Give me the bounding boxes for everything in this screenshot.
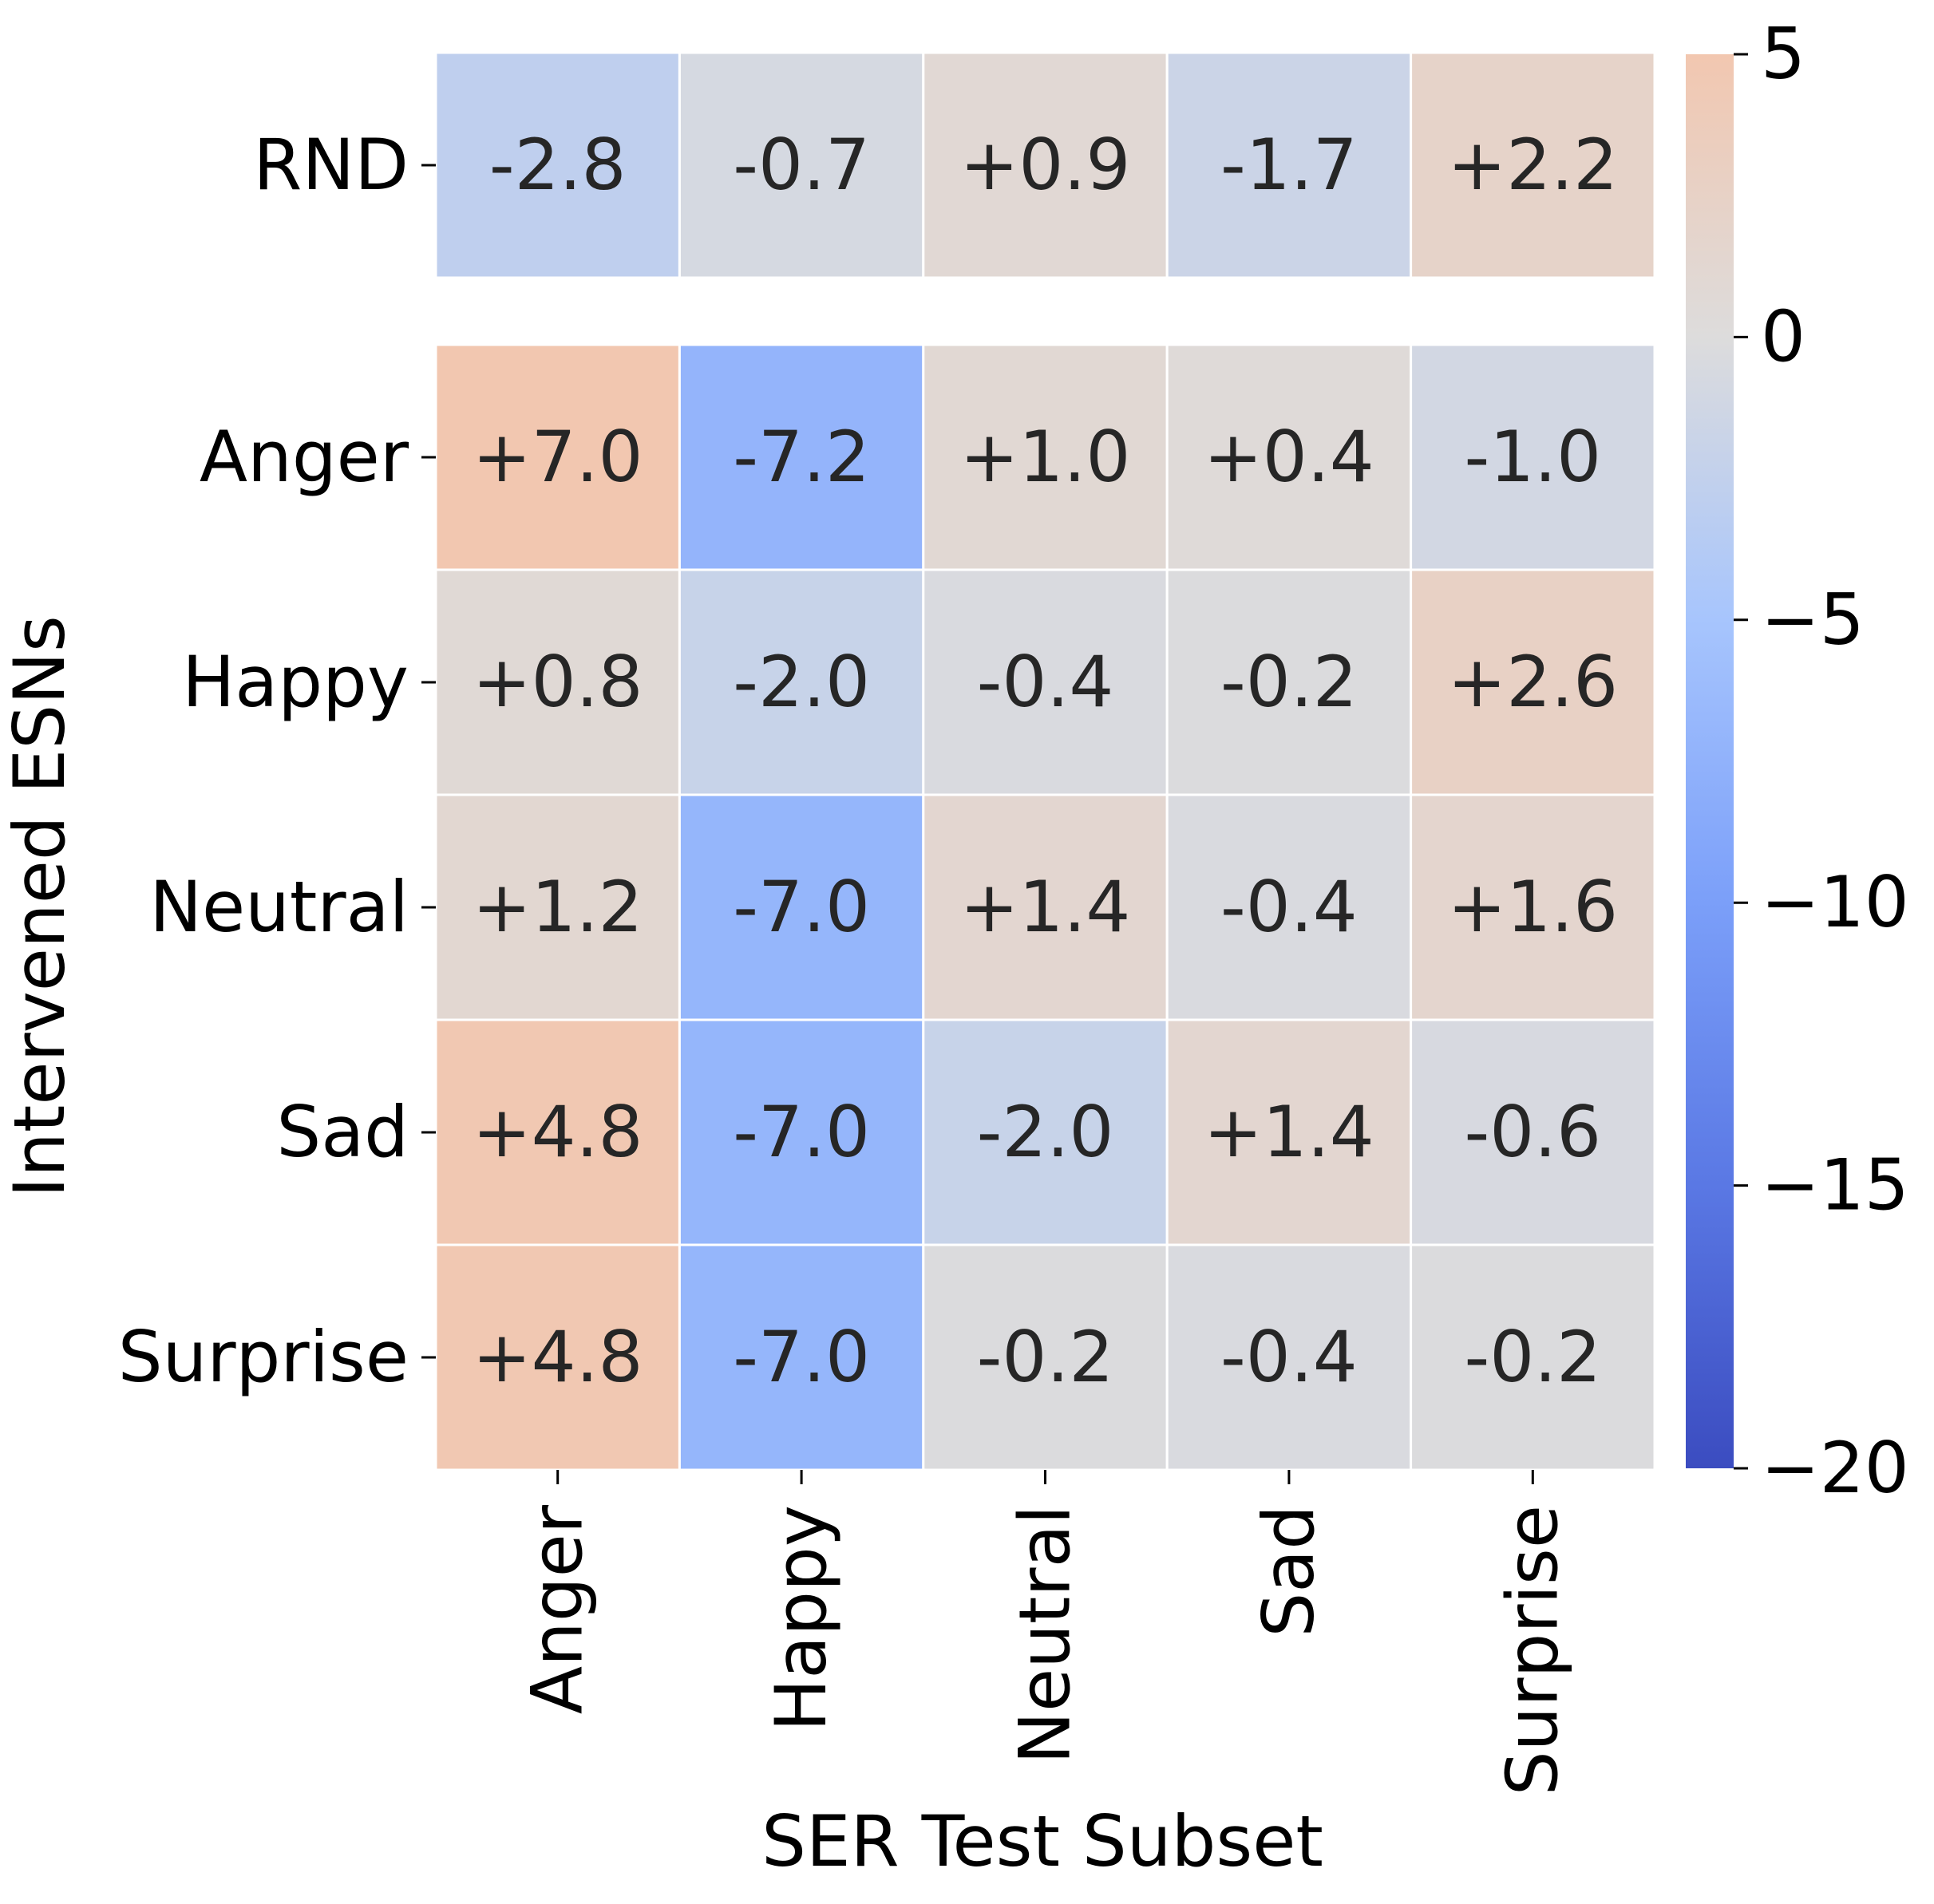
- heatmap-cell: [1410, 1018, 1656, 1246]
- heatmap-cell: [678, 1018, 925, 1246]
- heatmap-cell: [1410, 568, 1656, 796]
- heatmap-cell-label: -0.4: [1220, 866, 1358, 948]
- heatmap-cell-label: -1.7: [1220, 124, 1358, 206]
- heatmap-cell-label: +0.4: [1204, 416, 1374, 498]
- heatmap-cell-label: -7.0: [733, 866, 870, 948]
- colorbar-tick-label: −15: [1761, 1144, 1909, 1227]
- colorbar-tick-label: 0: [1761, 295, 1805, 377]
- colorbar-tick-label: −20: [1761, 1427, 1909, 1509]
- heatmap-cell-label: -2.0: [733, 641, 870, 723]
- heatmap-cell: [1410, 343, 1656, 571]
- x-tick-label: Neutral: [1004, 1505, 1086, 1764]
- heatmap-cell-label: -0.2: [1464, 1316, 1601, 1398]
- heatmap-cell: [1165, 51, 1413, 279]
- heatmap-cell-label: -0.2: [1220, 641, 1358, 723]
- heatmap-cell: [1165, 793, 1413, 1021]
- x-tick-label: Anger: [516, 1504, 599, 1714]
- heatmap-cell-label: -2.8: [489, 124, 627, 206]
- heatmap-cell-labels: -2.8 -0.7 +0.9 -1.7 +2.2 +7.0 -7.2 +1.0 +0.4 -1.0…: [473, 124, 1618, 1398]
- colorbar-gradient: [1686, 54, 1734, 1468]
- heatmap-cell: [434, 1018, 681, 1246]
- y-axis-title: Intervened ESNs: [0, 615, 81, 1198]
- x-tick-label: Happy: [760, 1505, 842, 1732]
- y-axis: RND Anger Happy Neutral Sad Surprise: [118, 124, 436, 1398]
- heatmap-cell-label: -7.2: [733, 416, 870, 498]
- heatmap-cell: [922, 343, 1169, 571]
- x-tick-label: Sad: [1248, 1505, 1330, 1637]
- heatmap-cell: [678, 568, 925, 796]
- heatmap-cell: [1165, 568, 1413, 796]
- y-tick-label: Surprise: [118, 1316, 409, 1398]
- heatmap-cell-label: +1.4: [1204, 1091, 1374, 1173]
- heatmap-cell: [1410, 51, 1656, 279]
- heatmap-cell-label: +1.4: [960, 866, 1131, 948]
- heatmap-cell-label: +4.8: [473, 1316, 643, 1398]
- heatmap-cell: [922, 1243, 1169, 1471]
- heatmap-cell-label: +7.0: [473, 416, 643, 498]
- heatmap-cell-label: -7.0: [733, 1091, 870, 1173]
- x-tick-label: Surprise: [1491, 1505, 1573, 1795]
- heatmap-cell-label: +0.8: [473, 641, 643, 723]
- y-tick-label: Sad: [276, 1091, 409, 1173]
- y-tick-label: RND: [253, 124, 409, 206]
- heatmap-cell: [434, 51, 681, 279]
- heatmap-cell-label: +1.0: [960, 416, 1131, 498]
- heatmap-cell: [678, 1243, 925, 1471]
- heatmap-cell: [678, 793, 925, 1021]
- x-axis: Anger Happy Neutral Sad Surprise: [516, 1470, 1573, 1795]
- y-tick-label: Neutral: [149, 866, 409, 948]
- heatmap-cell-label: -1.0: [1464, 416, 1601, 498]
- heatmap-cell: [1410, 1243, 1656, 1471]
- heatmap-cell-label: -0.4: [1220, 1316, 1358, 1398]
- heatmap-cell-label: +2.6: [1447, 641, 1618, 723]
- heatmap-cell: [1165, 1243, 1413, 1471]
- heatmap-cell: [1410, 793, 1656, 1021]
- heatmap-cell-label: -0.7: [733, 124, 870, 206]
- y-tick-label: Anger: [200, 416, 409, 498]
- colorbar-tick-label: 5: [1761, 13, 1805, 95]
- heatmap-cell: [922, 793, 1169, 1021]
- heatmap-cell-label: -0.6: [1464, 1091, 1601, 1173]
- heatmap-cell-label: -2.0: [977, 1091, 1114, 1173]
- heatmap-cell-label: -0.4: [977, 641, 1114, 723]
- heatmap-cell-label: +1.2: [473, 866, 643, 948]
- heatmap-cell: [922, 51, 1169, 279]
- heatmap-cell-label: +2.2: [1447, 124, 1618, 206]
- heatmap-cell-label: -0.2: [977, 1316, 1114, 1398]
- heatmap-cells: [434, 51, 1656, 1471]
- heatmap-cell: [434, 343, 681, 571]
- colorbar-tick-label: −5: [1761, 579, 1865, 661]
- heatmap-cell: [678, 51, 925, 279]
- heatmap-cell: [922, 1018, 1169, 1246]
- colorbar: 5 0 −5 −10 −15 −20: [1686, 13, 1909, 1509]
- heatmap-cell-label: +1.6: [1447, 866, 1618, 948]
- heatmap-cell: [922, 568, 1169, 796]
- heatmap-cell-label: -7.0: [733, 1316, 870, 1398]
- colorbar-tick-label: −10: [1761, 861, 1909, 943]
- heatmap-cell-label: +4.8: [473, 1091, 643, 1173]
- heatmap-cell-label: +0.9: [960, 124, 1131, 206]
- x-axis-title: SER Test Subset: [761, 1800, 1323, 1882]
- y-tick-label: Happy: [182, 641, 409, 723]
